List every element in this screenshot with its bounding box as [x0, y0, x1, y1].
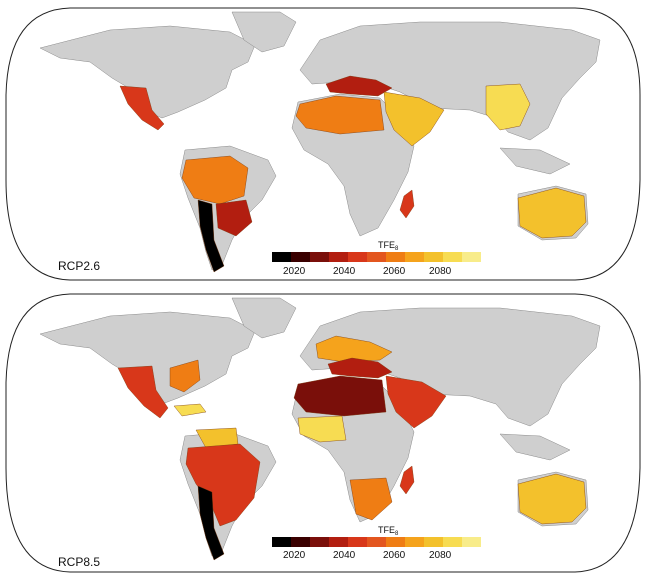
region-central-america	[117, 365, 169, 419]
colorbar-swatch	[310, 537, 329, 547]
colorbar-swatch	[443, 252, 462, 262]
region-australia	[517, 187, 587, 239]
region-amazon	[185, 443, 261, 527]
colorbar-swatch	[462, 252, 481, 262]
region-west-asia	[383, 91, 445, 147]
colorbar-swatch	[272, 252, 291, 262]
region-west-asia	[385, 375, 447, 429]
map-svg: TFE8 2020 2040 2060 2080 RCP2.6	[5, 7, 641, 281]
colorbar-swatch	[348, 252, 367, 262]
scenario-label: RCP2.6	[58, 259, 100, 273]
colorbar-swatch	[329, 537, 348, 547]
colorbar-swatch	[348, 537, 367, 547]
region-andes	[197, 485, 225, 561]
region-west-africa	[297, 415, 347, 443]
map-panel-rcp26: TFE8 2020 2040 2060 2080 RCP2.6	[0, 0, 647, 288]
tfe-regions	[119, 75, 587, 273]
region-mediterranean	[327, 357, 393, 379]
region-madagascar	[399, 465, 415, 495]
scenario-label: RCP8.5	[58, 555, 100, 569]
tfe-regions	[117, 335, 587, 561]
region-eastern-north-america	[169, 359, 201, 393]
map-panel-rcp85: TFE8 2020 2040 2060 2080 RCP8.5	[0, 288, 647, 577]
colorbar-tick: 2080	[429, 266, 452, 277]
colorbar-swatch	[367, 537, 386, 547]
colorbar-tick: 2080	[429, 550, 452, 561]
colorbar-swatch	[272, 537, 291, 547]
colorbar-title: TFE8	[378, 240, 399, 252]
region-sahara	[293, 375, 387, 417]
region-amazon	[181, 155, 249, 205]
colorbar-swatch	[329, 252, 348, 262]
colorbar-swatch	[386, 537, 405, 547]
colorbar-swatch	[462, 537, 481, 547]
colorbar-swatch	[405, 252, 424, 262]
region-southern-south-america	[215, 199, 253, 237]
map-svg: TFE8 2020 2040 2060 2080 RCP8.5	[5, 293, 641, 573]
region-east-asia	[485, 83, 531, 131]
region-europe	[315, 335, 393, 363]
colorbar-tick: 2020	[283, 550, 306, 561]
colorbar-tick: 2040	[333, 550, 356, 561]
colorbar-swatch	[443, 537, 462, 547]
region-southern-africa	[349, 477, 393, 521]
region-central-america	[119, 85, 165, 131]
region-madagascar	[399, 189, 415, 219]
colorbar-tick: 2060	[383, 550, 406, 561]
region-sahara	[295, 95, 385, 135]
colorbar-tick: 2040	[333, 266, 356, 277]
colorbar-swatch	[424, 252, 443, 262]
colorbar-swatch	[367, 252, 386, 262]
colorbar-swatch	[405, 537, 424, 547]
colorbar-title: TFE8	[378, 525, 399, 537]
colorbar-tick: 2060	[383, 266, 406, 277]
region-andes	[197, 199, 225, 273]
colorbar-swatch	[291, 537, 310, 547]
colorbar: TFE8 2020 2040 2060 2080	[272, 240, 481, 277]
region-caribbean	[173, 403, 207, 417]
colorbar-swatch	[424, 537, 443, 547]
region-australia	[517, 473, 587, 525]
colorbar-swatch	[310, 252, 329, 262]
colorbar-swatch	[291, 252, 310, 262]
colorbar-tick: 2020	[283, 266, 306, 277]
colorbar-swatch	[386, 252, 405, 262]
colorbar: TFE8 2020 2040 2060 2080	[272, 525, 481, 561]
